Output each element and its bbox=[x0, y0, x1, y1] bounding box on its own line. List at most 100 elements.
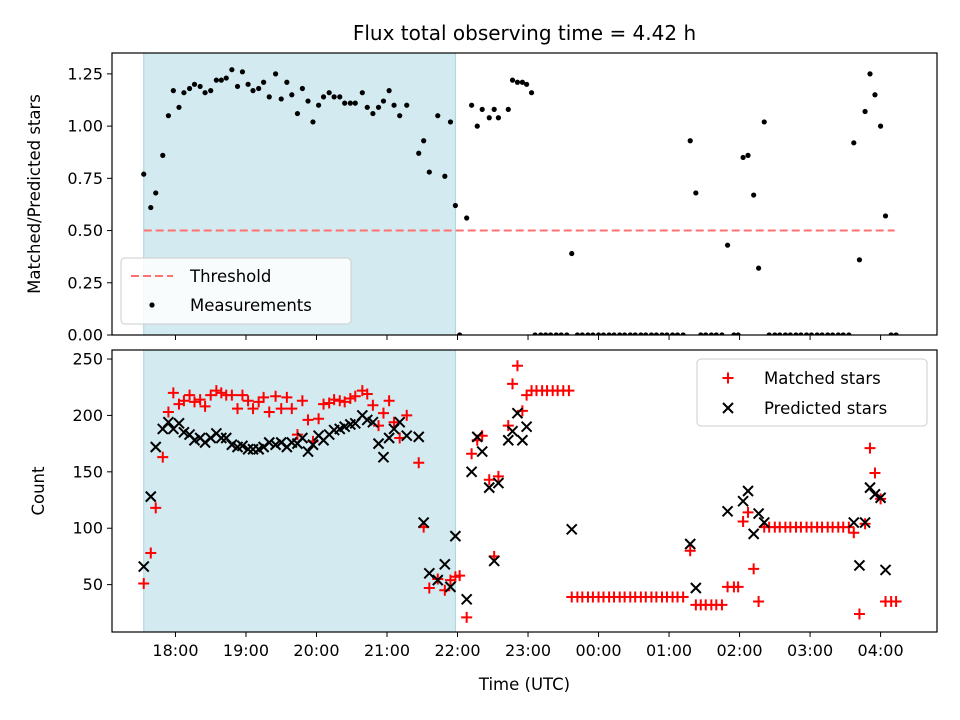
ratio-legend-box bbox=[120, 257, 352, 325]
measurement-point bbox=[735, 332, 741, 335]
measurement-point bbox=[310, 119, 316, 125]
predicted-points bbox=[138, 407, 892, 605]
matched-point bbox=[138, 577, 150, 589]
measurement-point bbox=[442, 173, 448, 179]
predicted-point bbox=[465, 466, 478, 478]
measurement-point bbox=[331, 94, 337, 100]
matched-point bbox=[270, 390, 282, 402]
measurement-point bbox=[397, 113, 403, 119]
measurement-point bbox=[505, 106, 511, 112]
count-legend: Matched stars Predicted stars bbox=[696, 358, 928, 427]
predicted-point bbox=[874, 492, 887, 504]
matched-point bbox=[737, 515, 749, 527]
predicted-point bbox=[864, 481, 876, 494]
measurement-point bbox=[745, 152, 751, 158]
measurement-point bbox=[165, 113, 172, 119]
matched-point bbox=[853, 608, 865, 620]
measurement-point bbox=[877, 123, 884, 129]
matched-point bbox=[716, 599, 728, 611]
predicted-point bbox=[377, 451, 390, 463]
measurement-point bbox=[509, 77, 516, 83]
predicted-point bbox=[742, 485, 754, 497]
measurement-point bbox=[846, 332, 852, 335]
predicted-point bbox=[449, 530, 462, 542]
matched-point bbox=[286, 403, 298, 415]
predicted-point bbox=[566, 523, 578, 536]
measurement-point bbox=[819, 332, 825, 335]
measurement-point bbox=[882, 213, 889, 219]
matched-point bbox=[194, 394, 206, 406]
matched-point bbox=[864, 442, 876, 454]
matched-point bbox=[189, 396, 200, 408]
measurement-point bbox=[862, 108, 868, 115]
ratio-ylabel: Matched/Predicted stars bbox=[25, 94, 44, 294]
measurement-point bbox=[176, 104, 182, 110]
measurement-point bbox=[600, 332, 607, 335]
predicted-point bbox=[752, 507, 765, 520]
measurement-point bbox=[617, 332, 623, 335]
measurement-point bbox=[687, 138, 693, 144]
predicted-point bbox=[401, 430, 413, 442]
matched-point bbox=[247, 403, 259, 415]
count-ylabel: Count bbox=[29, 466, 48, 516]
count-xtick-label: 00:00 bbox=[575, 641, 621, 660]
predicted-point bbox=[853, 559, 866, 572]
measurement-point bbox=[342, 100, 348, 106]
predicted-point bbox=[758, 516, 770, 529]
measurement-point bbox=[278, 96, 284, 102]
predicted-point bbox=[439, 558, 451, 571]
legend-threshold-label: Threshold bbox=[189, 267, 271, 286]
measurement-point bbox=[352, 100, 358, 106]
measurement-point bbox=[208, 88, 214, 94]
matched-point bbox=[296, 395, 308, 407]
measurement-point bbox=[585, 332, 591, 335]
measurement-point bbox=[464, 215, 470, 221]
matched-point bbox=[507, 378, 519, 390]
matched-point bbox=[748, 563, 760, 575]
measurement-point bbox=[538, 332, 544, 335]
measurement-point bbox=[872, 92, 878, 98]
count-xtick-label: 20:00 bbox=[293, 641, 339, 660]
measurement-point bbox=[632, 332, 638, 335]
measurement-point bbox=[798, 332, 804, 335]
ratio-ytick-label: 0.50 bbox=[67, 221, 103, 240]
count-xtick-label: 23:00 bbox=[505, 641, 551, 660]
predicted-point bbox=[690, 582, 702, 594]
predicted-point bbox=[444, 581, 457, 593]
measurement-point bbox=[579, 332, 585, 335]
measurement-point bbox=[347, 100, 353, 106]
count-xtick-label: 21:00 bbox=[364, 641, 410, 660]
measurement-point bbox=[404, 102, 410, 108]
matched-point bbox=[684, 545, 696, 557]
measurement-point bbox=[495, 115, 502, 121]
measurement-point bbox=[426, 169, 432, 175]
measurement-point bbox=[218, 77, 224, 83]
matched-point bbox=[848, 527, 860, 539]
predicted-point bbox=[848, 516, 860, 529]
legend-measurements-swatch bbox=[149, 302, 155, 308]
predicted-point bbox=[145, 490, 157, 503]
matched-point bbox=[511, 360, 523, 372]
measurement-point bbox=[574, 332, 580, 335]
matched-point bbox=[318, 398, 330, 410]
predicted-point bbox=[162, 416, 175, 428]
count-xlabel: Time (UTC) bbox=[478, 675, 570, 694]
measurement-point bbox=[486, 115, 492, 121]
measurement-point bbox=[622, 332, 628, 335]
matched-point bbox=[184, 389, 196, 401]
predicted-point bbox=[393, 416, 406, 428]
matched-point bbox=[466, 448, 478, 460]
measurement-point bbox=[835, 332, 841, 335]
measurement-point bbox=[693, 190, 699, 196]
measurement-point bbox=[638, 332, 644, 335]
measurement-point bbox=[421, 138, 427, 144]
count-panel: 50 100 150 200 250 18:00 19:00 20:00 21:00 22:00 2… bbox=[29, 349, 938, 694]
ratio-frame bbox=[111, 52, 938, 336]
matched-point bbox=[334, 395, 346, 407]
measurement-point bbox=[766, 332, 772, 335]
predicted-point bbox=[372, 437, 385, 450]
matched-points bbox=[138, 360, 902, 623]
measurement-point bbox=[223, 75, 229, 81]
count-xtick-label: 22:00 bbox=[434, 641, 480, 660]
